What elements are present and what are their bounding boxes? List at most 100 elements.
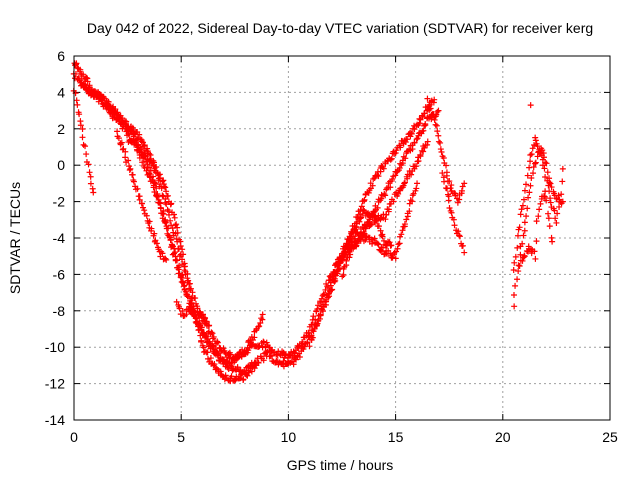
data-point [85, 85, 92, 92]
data-point [559, 178, 566, 185]
data-point [180, 251, 187, 258]
data-point [549, 238, 556, 245]
data-point [555, 192, 562, 199]
data-point [139, 146, 146, 153]
data-point [379, 231, 386, 238]
data-point [316, 315, 323, 322]
data-point [375, 173, 382, 180]
data-point [408, 171, 415, 178]
data-point [356, 218, 363, 225]
data-point [259, 316, 266, 323]
data-point [538, 152, 545, 159]
data-point [388, 242, 395, 249]
data-point [441, 178, 448, 185]
data-point [445, 197, 452, 204]
data-point [187, 287, 194, 294]
data-point [157, 253, 164, 260]
data-point [151, 159, 158, 166]
data-point [212, 345, 219, 352]
data-point [322, 286, 329, 293]
data-point [413, 163, 420, 170]
data-point [80, 141, 87, 148]
data-point [379, 244, 386, 251]
data-point [435, 107, 442, 114]
y-axis-label: SDTVAR / TECUs [7, 182, 23, 294]
data-point [86, 169, 93, 176]
data-point [240, 376, 247, 383]
data-point [321, 303, 328, 310]
data-point [367, 222, 374, 229]
data-point [73, 97, 80, 104]
data-point [163, 188, 170, 195]
data-point [521, 227, 528, 234]
data-point [531, 248, 538, 255]
data-point [401, 180, 408, 187]
data-point [515, 262, 522, 269]
data-point [141, 207, 148, 214]
data-point [375, 241, 382, 248]
data-point [204, 355, 211, 362]
data-point [115, 135, 122, 142]
data-point [532, 134, 539, 141]
data-point [118, 139, 125, 146]
data-point [182, 288, 189, 295]
data-point [389, 176, 396, 183]
data-point [325, 290, 332, 297]
data-point [314, 321, 321, 328]
data-point [135, 144, 142, 151]
data-point [168, 200, 175, 207]
data-point [458, 187, 465, 194]
data-point [141, 150, 148, 157]
data-point [114, 128, 121, 135]
data-point [264, 349, 271, 356]
data-point [153, 185, 160, 192]
data-point [156, 199, 163, 206]
y-tick-label: -12 [45, 376, 65, 392]
data-point [408, 130, 415, 137]
data-point [369, 182, 376, 189]
data-point [439, 170, 446, 177]
data-point [534, 143, 541, 150]
data-point [79, 134, 86, 141]
data-point [202, 315, 209, 322]
data-point [335, 259, 342, 266]
data-point [435, 138, 442, 145]
data-point [533, 238, 540, 245]
data-point [459, 242, 466, 249]
data-point [518, 206, 525, 213]
data-point [214, 339, 221, 346]
data-point [374, 240, 381, 247]
data-point [431, 116, 438, 123]
data-point [87, 173, 94, 180]
data-point [450, 216, 457, 223]
data-point [539, 156, 546, 163]
data-point [542, 173, 549, 180]
data-point [434, 108, 441, 115]
data-point [227, 351, 234, 358]
data-point [545, 215, 552, 222]
data-point [173, 298, 180, 305]
data-point [544, 177, 551, 184]
data-point [329, 286, 336, 293]
data-point [402, 155, 409, 162]
data-point [167, 236, 174, 243]
data-point [519, 240, 526, 247]
data-point [520, 196, 527, 203]
data-point [396, 240, 403, 247]
data-point [346, 235, 353, 242]
data-point [317, 312, 324, 319]
data-point [347, 251, 354, 258]
data-point [172, 249, 179, 256]
data-point [514, 232, 521, 239]
data-point [76, 111, 83, 118]
data-point [90, 189, 97, 196]
data-point [162, 219, 169, 226]
data-point [179, 246, 186, 253]
data-point [377, 215, 384, 222]
data-point [536, 206, 543, 213]
data-point [532, 159, 539, 166]
data-point [434, 128, 441, 135]
y-tick-label: -2 [53, 194, 66, 210]
data-point [284, 360, 291, 367]
data-point [373, 217, 380, 224]
